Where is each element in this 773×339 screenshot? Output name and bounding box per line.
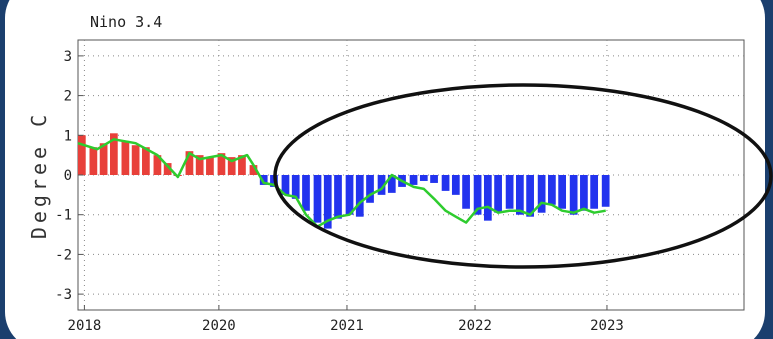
bar-negative bbox=[494, 175, 502, 213]
x-tick-label: 2018 bbox=[68, 318, 102, 334]
bar-negative bbox=[419, 175, 428, 181]
x-tick-labels: 2018 2020 2021 2022 2023 bbox=[68, 305, 624, 334]
bar-negative bbox=[505, 175, 514, 209]
bar-positive bbox=[163, 163, 172, 175]
bar-negative bbox=[473, 175, 482, 215]
bar-negative bbox=[302, 175, 310, 211]
bar-positive bbox=[195, 155, 204, 175]
highlight-ellipse bbox=[273, 83, 773, 269]
nino-index-line bbox=[77, 138, 606, 228]
bar-negative bbox=[526, 175, 534, 217]
y-tick-label: -3 bbox=[55, 287, 72, 303]
x-tick-label: 2020 bbox=[202, 318, 236, 334]
x-tick-label: 2023 bbox=[590, 318, 624, 334]
bar-negative bbox=[483, 175, 492, 221]
bar-negative bbox=[355, 175, 364, 217]
y-tick-label: 1 bbox=[64, 128, 72, 144]
y-tick-labels: -3 -2 -1 0 1 2 3 bbox=[55, 49, 83, 303]
bars-group bbox=[77, 133, 610, 229]
bar-positive bbox=[121, 141, 130, 175]
bar-negative bbox=[387, 175, 396, 193]
bar-negative bbox=[345, 175, 354, 215]
x-tick-label: 2021 bbox=[330, 318, 364, 334]
bar-positive bbox=[142, 147, 150, 175]
bar-positive bbox=[89, 147, 98, 175]
bar-negative bbox=[313, 175, 322, 223]
y-tick-label: 0 bbox=[64, 168, 72, 184]
bar-positive bbox=[217, 153, 226, 175]
y-tick-label: -2 bbox=[55, 247, 72, 263]
bar-negative bbox=[259, 175, 268, 185]
bar-negative bbox=[430, 175, 438, 183]
bar-positive bbox=[153, 155, 162, 175]
bar-negative bbox=[409, 175, 418, 185]
bar-positive bbox=[99, 143, 108, 175]
chart-title: Nino 3.4 bbox=[90, 13, 162, 31]
bar-negative bbox=[334, 175, 342, 219]
bar-negative bbox=[291, 175, 300, 199]
bar-negative bbox=[366, 175, 374, 203]
bar-negative bbox=[451, 175, 460, 195]
bar-negative bbox=[462, 175, 470, 209]
bar-negative bbox=[441, 175, 450, 191]
bar-positive bbox=[227, 157, 236, 175]
y-tick-label: -1 bbox=[55, 208, 72, 224]
bar-positive bbox=[131, 145, 140, 175]
y-axis-label: Degree C bbox=[27, 111, 51, 239]
bar-negative bbox=[537, 175, 546, 213]
bar-positive bbox=[185, 151, 194, 175]
bar-negative bbox=[281, 175, 290, 195]
bar-negative bbox=[515, 175, 524, 215]
y-tick-label: 3 bbox=[64, 49, 72, 65]
bar-positive bbox=[249, 165, 258, 175]
bar-negative bbox=[323, 175, 332, 229]
bar-negative bbox=[548, 175, 556, 205]
bar-positive bbox=[77, 135, 86, 175]
bar-negative bbox=[580, 175, 588, 211]
bar-negative bbox=[569, 175, 578, 215]
y-tick-label: 2 bbox=[64, 89, 72, 105]
line-layer bbox=[77, 138, 606, 228]
bar-negative bbox=[601, 175, 610, 207]
bar-negative bbox=[377, 175, 386, 195]
bar-positive bbox=[238, 155, 246, 175]
bar-positive bbox=[206, 157, 214, 175]
bar-negative bbox=[590, 175, 599, 209]
bar-negative bbox=[558, 175, 566, 209]
x-tick-label: 2022 bbox=[458, 318, 492, 334]
bar-positive bbox=[109, 133, 118, 175]
